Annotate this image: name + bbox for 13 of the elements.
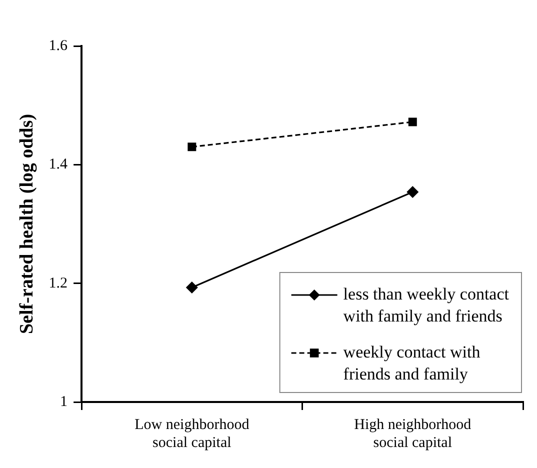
x-tick-label: Low neighborhood social capital [134,416,250,451]
y-tick-label: 1 [60,394,68,410]
y-tick-label: 1.6 [48,38,68,54]
x-tick-label: High neighborhood social capital [354,416,472,451]
point [406,186,419,198]
legend-label: weekly contact with friends and family [343,342,481,384]
point [188,142,196,152]
legend-label: less than weekly contact with family and friends [343,284,510,326]
point [186,281,198,294]
y-tick-label: 1.2 [48,275,68,292]
y-tick-label: 1.4 [48,156,68,173]
y-axis-title: Self-rated health (log odds) [16,114,38,334]
point [408,118,417,126]
